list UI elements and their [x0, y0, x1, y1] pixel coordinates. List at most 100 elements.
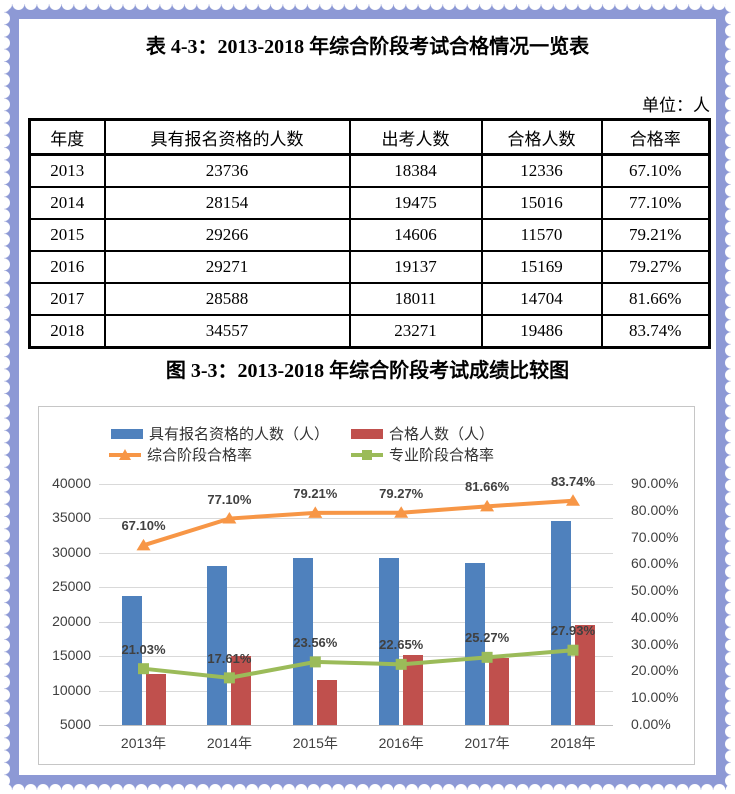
bar-passed: [317, 679, 338, 725]
square-marker-icon: [309, 656, 321, 668]
header-cell: 出考人数: [348, 118, 483, 156]
table-cell: 83.74%: [600, 314, 711, 349]
data-label: 67.10%: [121, 518, 166, 534]
table-row: 2016 29271 19137 15169 79.27%: [28, 250, 711, 284]
bar-passed: [489, 658, 510, 725]
comparison-chart: 具有报名资格的人数（人） 合格人数（人） 综合阶段合格率 专业阶段合格率 400…: [38, 406, 695, 765]
gridline: [99, 484, 613, 485]
left-axis-tick: 35000: [52, 509, 91, 526]
table-cell: 12336: [480, 153, 603, 188]
table-row: 2015 29266 14606 11570 79.21%: [28, 218, 711, 252]
table-cell: 19486: [480, 314, 603, 349]
bar-registered: [293, 557, 314, 725]
table-row: 2014 28154 19475 15016 77.10%: [28, 186, 711, 220]
left-axis-tick: 25000: [52, 578, 91, 595]
data-label: 81.66%: [465, 479, 510, 495]
right-axis-tick: 30.00%: [631, 635, 679, 652]
table-title: 表 4-3：2013-2018 年综合阶段考试合格情况一览表: [145, 36, 590, 58]
data-label: 21.03%: [121, 641, 166, 657]
bar-passed: [145, 674, 166, 725]
x-axis-label: 2018年: [550, 735, 596, 751]
data-label: 79.21%: [293, 485, 338, 501]
legend-label: 专业阶段合格率: [389, 447, 495, 464]
table-cell: 29266: [103, 218, 351, 252]
data-label: 23.56%: [293, 634, 338, 650]
bar-registered: [121, 595, 142, 725]
table-cell: 81.66%: [600, 282, 711, 316]
table-cell: 19137: [348, 250, 483, 284]
x-axis-label: 2017年: [464, 735, 510, 751]
table-cell: 28588: [103, 282, 351, 316]
stamp-border-scallops-left: [0, 0, 10, 794]
table-cell: 23271: [348, 314, 483, 349]
x-axis-label: 2014年: [206, 735, 252, 751]
data-label: 79.27%: [379, 485, 424, 501]
right-axis-tick: 20.00%: [631, 662, 679, 679]
bar-passed: [575, 625, 595, 725]
stamp-border-scallops-bottom: [0, 784, 735, 794]
legend-label: 具有报名资格的人数（人）: [149, 426, 330, 443]
triangle-marker-icon: [394, 506, 409, 518]
gridline: [99, 690, 613, 692]
x-axis-label: 2016年: [378, 735, 424, 751]
table-cell: 15016: [480, 186, 603, 220]
legend-swatch-orange-line: [109, 448, 141, 461]
legend-item-professional-rate: 专业阶段合格率: [351, 444, 494, 465]
data-label: 77.10%: [207, 491, 252, 507]
x-axis-label: 2015年: [292, 735, 338, 751]
square-marker-icon: [138, 663, 149, 675]
line-triangle: [142, 498, 574, 548]
table-cell: 2017: [28, 282, 106, 316]
x-axis-label: 2013年: [120, 735, 167, 751]
table-cell: 2014: [28, 186, 106, 220]
legend-label: 合格人数（人）: [389, 426, 495, 443]
table-cell: 2015: [28, 218, 106, 252]
left-axis-tick: 10000: [52, 681, 91, 698]
gridline: [99, 518, 613, 520]
triangle-marker-icon: [566, 494, 580, 506]
table-cell: 11570: [480, 218, 603, 252]
table-cell: 79.21%: [600, 218, 711, 252]
left-axis-tick: 40000: [52, 475, 91, 491]
unit-label: 单位：人: [642, 96, 710, 115]
stamp-border-scallops-top: [0, 0, 735, 10]
table-cell: 14606: [348, 218, 483, 252]
square-marker-icon: [362, 449, 372, 460]
table-cell: 15169: [480, 250, 603, 284]
square-marker-icon: [395, 658, 407, 670]
data-label: 27.93%: [550, 623, 596, 639]
right-axis-tick: 70.00%: [631, 528, 679, 545]
legend-item-registered: 具有报名资格的人数（人）: [111, 423, 329, 444]
right-axis-tick: 80.00%: [631, 501, 679, 518]
left-axis-tick: 30000: [52, 543, 91, 560]
square-marker-icon: [481, 651, 493, 663]
line-series-layer: [136, 494, 580, 684]
table-cell: 77.10%: [600, 186, 711, 220]
chart-title: 图 3-3：2013-2018 年综合阶段考试成绩比较图: [165, 360, 570, 382]
right-axis-tick: 90.00%: [631, 475, 679, 491]
table-cell: 2018: [28, 314, 106, 349]
table-cell: 14704: [480, 282, 603, 316]
data-label: 17.61%: [207, 650, 252, 666]
triangle-marker-icon: [480, 499, 495, 512]
legend-item-comprehensive-rate: 综合阶段合格率: [109, 444, 252, 465]
stamp-border-scallops-right: [725, 0, 735, 794]
legend-swatch-red-bar: [351, 428, 383, 439]
gridline: [99, 587, 613, 589]
right-axis-tick: 0.00%: [631, 716, 671, 732]
gridline: [99, 656, 613, 658]
right-axis-tick: 40.00%: [631, 608, 679, 625]
legend-item-passed: 合格人数（人）: [351, 423, 494, 444]
bar-registered: [465, 562, 486, 725]
data-label: 83.74%: [550, 473, 596, 489]
table-header-row: 年度 具有报名资格的人数 出考人数 合格人数 合格率: [28, 118, 711, 156]
table-cell: 28154: [103, 186, 351, 220]
legend-swatch-green-line: [351, 449, 383, 461]
legend-label: 综合阶段合格率: [147, 447, 253, 464]
gridline: [99, 725, 613, 726]
table-row: 2017 28588 18011 14704 81.66%: [28, 282, 711, 316]
square-marker-icon: [223, 672, 235, 684]
table-cell: 23736: [103, 153, 351, 188]
triangle-marker-icon: [308, 506, 323, 518]
table-cell: 67.10%: [600, 153, 711, 188]
